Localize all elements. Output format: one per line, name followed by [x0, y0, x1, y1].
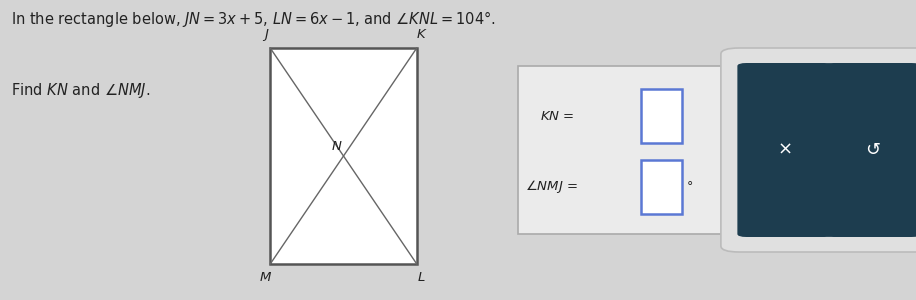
FancyBboxPatch shape [721, 48, 916, 252]
Text: In the rectangle below, $JN=3x+5$, $LN=6x-1$, and $\angle KNL=104°$.: In the rectangle below, $JN=3x+5$, $LN=6… [11, 9, 496, 29]
Text: ↺: ↺ [865, 141, 880, 159]
Bar [641, 89, 682, 143]
Text: J: J [264, 28, 267, 41]
Bar [518, 66, 724, 234]
Text: $\angle NMJ$ =: $\angle NMJ$ = [525, 178, 578, 196]
Text: N: N [332, 140, 341, 154]
Text: °: ° [687, 181, 693, 194]
Text: Find $KN$ and $\angle NMJ$.: Find $KN$ and $\angle NMJ$. [11, 81, 150, 100]
Text: ×: × [778, 141, 793, 159]
FancyBboxPatch shape [737, 63, 834, 237]
Bar [270, 48, 417, 264]
Text: K: K [417, 28, 426, 41]
Text: L: L [418, 271, 425, 284]
Text: M: M [260, 271, 271, 284]
FancyBboxPatch shape [824, 63, 916, 237]
Text: $KN$ =: $KN$ = [540, 110, 575, 123]
Bar [641, 160, 682, 214]
